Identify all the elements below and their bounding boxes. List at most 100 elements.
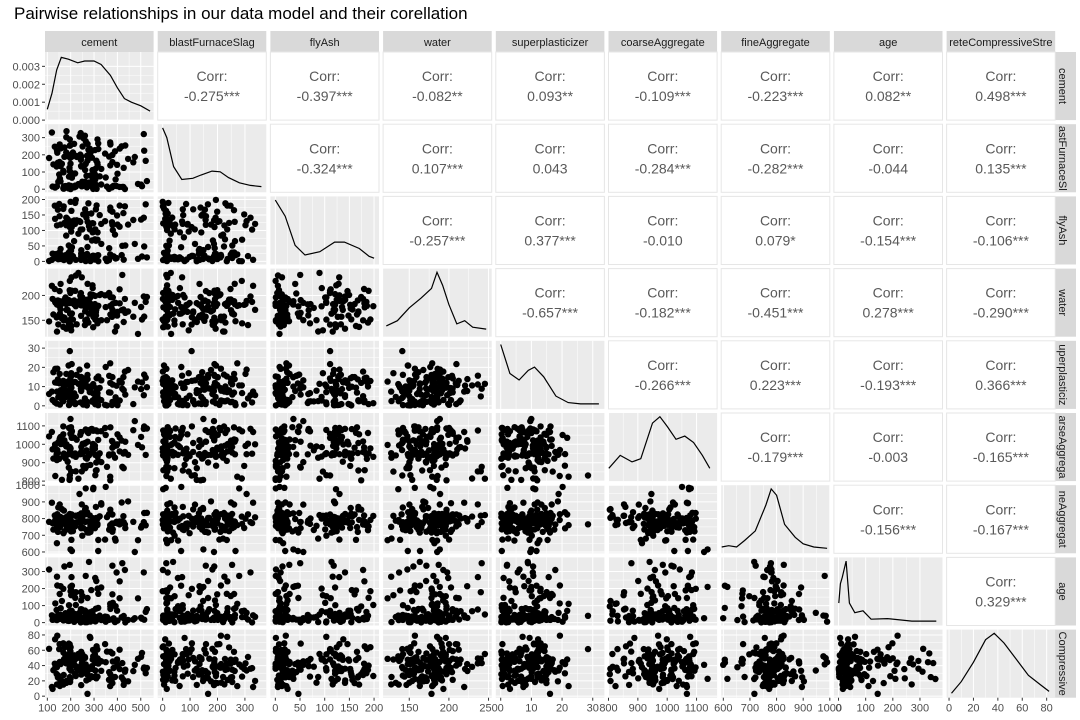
scatter-point xyxy=(404,402,411,409)
scatter-point xyxy=(274,282,282,289)
scatter-point xyxy=(700,615,708,622)
scatter-point xyxy=(536,537,543,544)
scatter-point xyxy=(160,438,167,445)
scatter-point xyxy=(72,594,79,601)
corr-label: Corr: xyxy=(873,429,904,445)
scatter-point xyxy=(107,389,114,396)
scatter-point xyxy=(163,282,171,289)
scatter-point xyxy=(201,376,209,383)
scatter-point xyxy=(275,606,282,613)
scatter-point xyxy=(443,506,450,513)
scatter-point xyxy=(163,381,171,388)
scatter-point xyxy=(122,524,129,532)
scatter-point xyxy=(166,584,174,591)
scatter-point xyxy=(109,562,116,569)
scatter-point xyxy=(103,513,111,521)
scatter-point xyxy=(236,302,243,309)
corr-panel-bg xyxy=(720,412,831,482)
scatter-point xyxy=(326,375,334,382)
corr-panel-bg xyxy=(495,195,605,265)
scatter-point xyxy=(688,569,696,576)
scatter-point xyxy=(423,513,430,521)
scatter-point xyxy=(163,589,171,596)
scatter-point xyxy=(196,373,203,381)
scatter-point xyxy=(211,563,218,570)
corr-label: Corr: xyxy=(535,140,566,156)
panel-4-6: Corr:0.223*** xyxy=(720,340,831,410)
corr-panel-bg xyxy=(833,268,944,338)
scatter-point xyxy=(520,522,527,530)
scatter-point xyxy=(666,506,673,513)
scatter-point xyxy=(56,455,63,463)
panel-2-2 xyxy=(270,196,379,265)
scatter-point xyxy=(437,390,445,397)
scatter-point xyxy=(198,229,205,236)
scatter-point xyxy=(95,547,102,555)
scatter-point xyxy=(506,607,513,614)
scatter-point xyxy=(332,486,340,493)
scatter-point xyxy=(336,522,343,530)
scatter-point xyxy=(120,681,127,689)
scatter-point xyxy=(547,616,554,623)
scatter-point xyxy=(353,389,361,396)
scatter-point xyxy=(182,455,190,463)
panel-6-1 xyxy=(157,483,267,556)
column-strip xyxy=(833,31,943,52)
scatter-point xyxy=(420,366,427,374)
scatter-point xyxy=(773,585,780,592)
scatter-point xyxy=(113,161,121,168)
scatter-point xyxy=(195,400,202,407)
scatter-point xyxy=(503,561,511,568)
scatter-point xyxy=(200,583,207,591)
scatter-point xyxy=(687,485,694,492)
panel-5-6: Corr:-0.179*** xyxy=(720,412,831,482)
scatter-point xyxy=(166,427,173,434)
scatter-point xyxy=(172,433,179,441)
scatter-point xyxy=(232,318,239,325)
scatter-point xyxy=(548,501,555,508)
scatter-point xyxy=(274,373,281,381)
scatter-point xyxy=(141,313,148,320)
scatter-point xyxy=(328,529,335,536)
scatter-point xyxy=(119,463,126,470)
scatter-point xyxy=(109,451,117,458)
scatter-point xyxy=(130,400,137,408)
scatter-point xyxy=(354,528,361,536)
scatter-point xyxy=(310,447,317,454)
scatter-point xyxy=(354,376,361,383)
chart-title: Pairwise relationships in our data model… xyxy=(14,4,468,23)
scatter-point xyxy=(341,569,349,576)
scatter-point xyxy=(163,294,171,301)
scatter-point xyxy=(556,582,564,589)
scatter-point xyxy=(219,397,227,405)
panel-6-5 xyxy=(606,483,718,556)
scatter-point xyxy=(390,370,397,377)
scatter-point xyxy=(547,509,554,517)
scatter-point xyxy=(134,595,142,602)
scatter-point xyxy=(746,593,753,600)
panel-3-1 xyxy=(157,268,267,338)
scatter-point xyxy=(367,588,374,595)
scatter-point xyxy=(529,563,537,570)
corr-panel-bg xyxy=(833,51,944,121)
scatter-point xyxy=(671,604,678,612)
scatter-point xyxy=(98,500,105,507)
scatter-point xyxy=(410,606,418,614)
scatter-point xyxy=(95,590,102,597)
scatter-point xyxy=(354,297,361,304)
panel-3-4: Corr:-0.657*** xyxy=(495,268,605,338)
scatter-point xyxy=(251,306,259,313)
scatter-point xyxy=(180,291,187,299)
scatter-point xyxy=(212,512,220,520)
scatter-point xyxy=(214,373,221,381)
scatter-point xyxy=(167,537,175,544)
scatter-point xyxy=(77,289,85,297)
scatter-point xyxy=(292,280,299,288)
scatter-point xyxy=(286,501,293,508)
scatter-point xyxy=(207,366,215,374)
scatter-point xyxy=(65,464,73,471)
scatter-point xyxy=(89,284,96,292)
scatter-point xyxy=(289,424,296,431)
scatter-point xyxy=(692,509,699,517)
scatter-point xyxy=(442,599,449,606)
